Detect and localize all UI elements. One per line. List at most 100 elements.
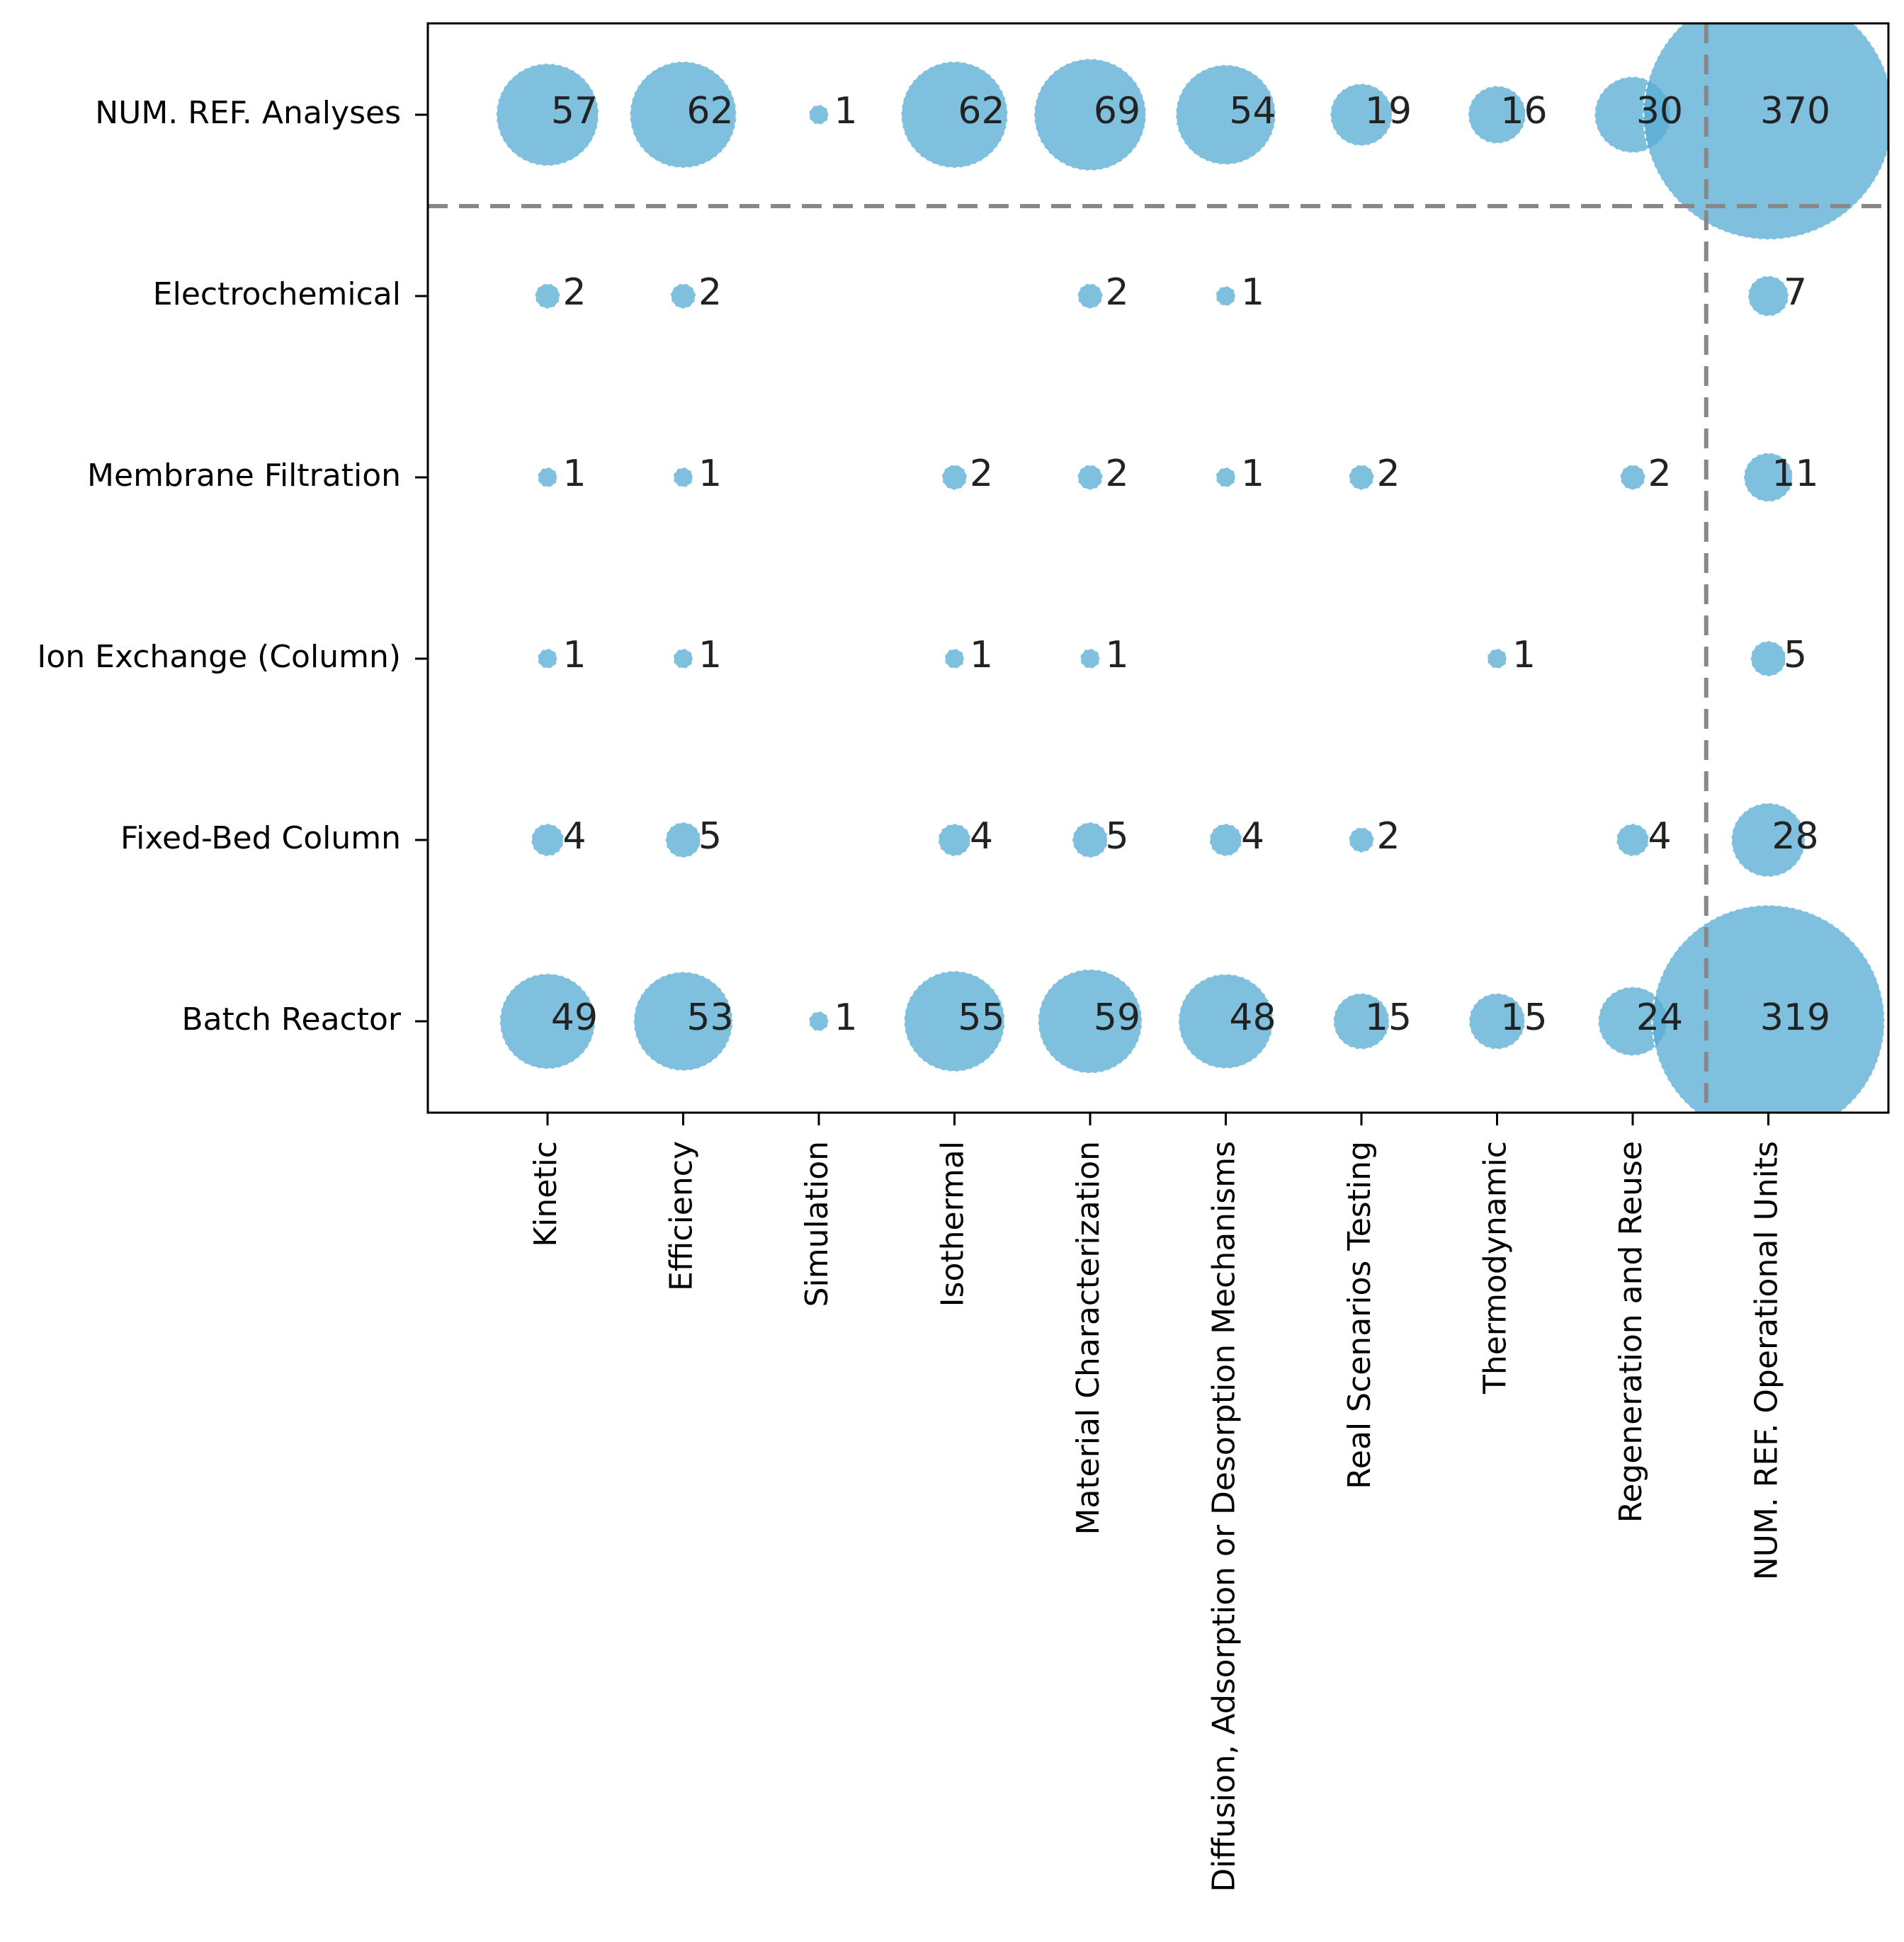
y-tick-label: Fixed-Bed Column xyxy=(120,820,401,856)
bubble xyxy=(1208,823,1243,857)
bubble xyxy=(941,464,968,491)
bubble xyxy=(1330,83,1393,147)
data-label: 54 xyxy=(1229,90,1276,132)
data-label: 1 xyxy=(1241,453,1264,495)
plot-frame xyxy=(426,22,1890,1114)
bubble xyxy=(537,648,558,669)
data-label: 55 xyxy=(958,996,1004,1039)
bubble xyxy=(672,648,694,669)
bubble xyxy=(1616,823,1650,857)
data-label: 57 xyxy=(551,90,598,132)
data-label: 24 xyxy=(1636,996,1683,1039)
bubble xyxy=(1486,648,1508,669)
bubble xyxy=(531,823,565,857)
bubble xyxy=(1348,464,1375,491)
y-tick-label: Membrane Filtration xyxy=(87,458,401,494)
bubble xyxy=(629,60,737,169)
data-label: 1 xyxy=(834,996,857,1039)
bubble xyxy=(537,467,558,488)
x-tick-label: Thermodynamic xyxy=(1478,1141,1514,1395)
data-label: 4 xyxy=(562,815,586,858)
data-label: 7 xyxy=(1784,271,1807,314)
bubble xyxy=(1747,275,1790,317)
dividers-layer xyxy=(428,23,1888,1113)
bubble xyxy=(1651,904,1886,1113)
bubble xyxy=(1348,827,1375,853)
data-label: 370 xyxy=(1760,90,1830,132)
x-tick-label: Simulation xyxy=(799,1141,835,1307)
x-tick-label: Kinetic xyxy=(528,1141,564,1247)
y-axis: NUM. REF. Analyses Electrochemical Membran… xyxy=(37,95,428,1038)
bubble xyxy=(1033,58,1147,171)
x-axis: Kinetic Efficiency Simulation Isothermal Mat… xyxy=(528,1113,1785,1892)
data-label: 1 xyxy=(1512,634,1536,676)
data-label: 2 xyxy=(562,271,586,314)
bubble xyxy=(1037,968,1143,1074)
data-label: 53 xyxy=(686,996,733,1039)
bubble xyxy=(495,62,600,167)
bubble xyxy=(1467,85,1527,144)
bubble xyxy=(1077,464,1104,491)
bubble xyxy=(1175,64,1276,166)
data-label: 28 xyxy=(1772,815,1818,858)
x-tick-label: Isothermal xyxy=(935,1141,971,1307)
y-tick-label: Electrochemical xyxy=(153,276,401,312)
data-label: 62 xyxy=(958,90,1004,132)
bubble xyxy=(1468,992,1526,1050)
bubble xyxy=(1332,992,1390,1050)
data-label: 2 xyxy=(1105,453,1128,495)
bubble xyxy=(633,971,734,1072)
data-label: 59 xyxy=(1094,996,1140,1039)
data-label: 48 xyxy=(1229,996,1276,1039)
bubble xyxy=(669,283,697,310)
bubble xyxy=(1215,285,1237,307)
data-label: 16 xyxy=(1500,90,1547,132)
x-tick-label: Material Characterization xyxy=(1070,1141,1106,1535)
data-label: 15 xyxy=(1500,996,1547,1039)
data-label: 5 xyxy=(698,815,722,858)
bubble xyxy=(1750,640,1787,677)
data-label: 1 xyxy=(698,453,722,495)
data-label: 319 xyxy=(1760,996,1830,1039)
bubble xyxy=(534,283,561,310)
bubble xyxy=(1730,802,1806,878)
data-label: 11 xyxy=(1772,453,1818,495)
data-label: 69 xyxy=(1094,90,1140,132)
data-label: 2 xyxy=(1648,453,1671,495)
x-tick-label: Diffusion, Adsorption or Desorption Mech… xyxy=(1206,1141,1242,1892)
bubble xyxy=(1080,648,1101,669)
bubble xyxy=(944,648,965,669)
data-label: 5 xyxy=(1784,634,1807,676)
data-label: 1 xyxy=(698,634,722,676)
bubble xyxy=(664,822,702,858)
bubble xyxy=(1215,467,1237,488)
data-label: 1 xyxy=(1241,271,1264,314)
bubbles-layer xyxy=(495,23,1888,1113)
bubble xyxy=(672,467,694,488)
bubble xyxy=(1077,283,1104,310)
y-tick-label: NUM. REF. Analyses xyxy=(95,95,401,131)
data-label: 1 xyxy=(1105,634,1128,676)
bubble xyxy=(937,823,972,857)
data-label: 2 xyxy=(1105,271,1128,314)
data-label: 4 xyxy=(1648,815,1671,858)
x-tick-label: Real Scenarios Testing xyxy=(1342,1141,1378,1489)
data-label: 49 xyxy=(551,996,598,1039)
data-label: 62 xyxy=(686,90,733,132)
data-label: 5 xyxy=(1105,815,1128,858)
data-label: 4 xyxy=(970,815,993,858)
bubble xyxy=(808,104,829,125)
data-label: 30 xyxy=(1636,90,1683,132)
bubble xyxy=(808,1011,829,1032)
y-tick-label: Ion Exchange (Column) xyxy=(37,639,401,675)
bubble xyxy=(1177,973,1274,1069)
data-label: 15 xyxy=(1365,996,1412,1039)
data-label: 2 xyxy=(1376,453,1400,495)
data-label: 2 xyxy=(698,271,722,314)
x-tick-label: NUM. REF. Operational Units xyxy=(1749,1141,1785,1580)
data-label: 1 xyxy=(970,634,993,676)
bubble xyxy=(1742,452,1794,503)
x-tick-label: Regeneration and Reuse xyxy=(1613,1141,1649,1523)
